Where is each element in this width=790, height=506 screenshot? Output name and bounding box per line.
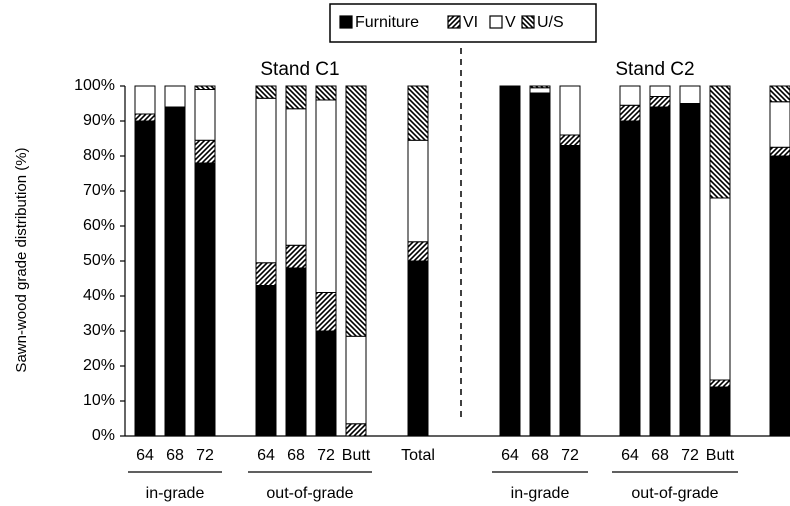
bar-segment bbox=[345, 85, 367, 337]
bar-segment bbox=[164, 106, 186, 437]
bar-segment bbox=[285, 108, 307, 246]
bar-segment bbox=[769, 101, 790, 148]
bar-segment bbox=[285, 267, 307, 437]
x-tick-label: 68 bbox=[531, 447, 549, 464]
y-tick-label: 20% bbox=[83, 357, 115, 374]
x-tick-label: 68 bbox=[287, 447, 305, 464]
y-axis-title: Sawn-wood grade distribution (%) bbox=[13, 147, 30, 372]
bar-segment bbox=[499, 85, 521, 437]
bar-segment bbox=[255, 262, 277, 286]
bar-segment bbox=[619, 120, 641, 437]
bar-segment bbox=[619, 104, 641, 122]
bar-segment bbox=[679, 85, 701, 104]
y-tick-label: 50% bbox=[83, 252, 115, 269]
bar-segment bbox=[709, 386, 731, 437]
bar-segment bbox=[649, 96, 671, 108]
legend-swatch bbox=[489, 15, 503, 29]
bar-segment bbox=[709, 379, 731, 388]
stand-label: Stand C2 bbox=[615, 59, 694, 80]
bar-segment bbox=[559, 85, 581, 136]
x-tick-label: 64 bbox=[136, 447, 154, 464]
bar-segment bbox=[529, 85, 551, 89]
x-tick-label: 72 bbox=[317, 447, 335, 464]
bar-segment bbox=[769, 146, 790, 157]
bar-segment bbox=[315, 292, 337, 332]
x-tick-label: 64 bbox=[621, 447, 639, 464]
bar-segment bbox=[285, 85, 307, 110]
y-tick-label: 90% bbox=[83, 112, 115, 129]
bar-segment bbox=[649, 85, 671, 97]
bar-segment bbox=[194, 89, 216, 141]
x-tick-label: Butt bbox=[342, 447, 371, 464]
y-tick-label: 40% bbox=[83, 287, 115, 304]
bar-segment bbox=[315, 330, 337, 437]
group-label: out-of-grade bbox=[631, 485, 718, 502]
y-tick-label: 10% bbox=[83, 392, 115, 409]
bar-segment bbox=[194, 162, 216, 437]
bar-segment bbox=[649, 106, 671, 437]
bar-segment bbox=[619, 85, 641, 106]
legend-swatch bbox=[447, 15, 461, 29]
bar-segment bbox=[769, 85, 790, 103]
bar-segment bbox=[679, 103, 701, 437]
bar-segment bbox=[164, 85, 186, 108]
group-label: in-grade bbox=[146, 485, 205, 502]
bar-segment bbox=[134, 120, 156, 437]
bar-segment bbox=[559, 145, 581, 437]
x-tick-label: 68 bbox=[166, 447, 184, 464]
bar-segment bbox=[407, 241, 429, 262]
legend-swatch bbox=[339, 15, 353, 29]
group-label: out-of-grade bbox=[266, 485, 353, 502]
bar-segment bbox=[529, 92, 551, 437]
bar-segment bbox=[407, 260, 429, 437]
y-tick-label: 80% bbox=[83, 147, 115, 164]
bar-segment bbox=[134, 85, 156, 115]
legend-label: U/S bbox=[537, 14, 564, 31]
legend-label: Furniture bbox=[355, 14, 419, 31]
x-tick-label: 68 bbox=[651, 447, 669, 464]
y-tick-label: 0% bbox=[92, 427, 115, 444]
bar-segment bbox=[255, 85, 277, 99]
bar-segment bbox=[285, 244, 307, 269]
bar-segment bbox=[769, 155, 790, 437]
y-tick-label: 60% bbox=[83, 217, 115, 234]
bar-segment bbox=[315, 99, 337, 293]
bar-segment bbox=[709, 85, 731, 199]
bar-segment bbox=[529, 87, 551, 94]
x-tick-label: 72 bbox=[681, 447, 699, 464]
x-tick-label: 72 bbox=[561, 447, 579, 464]
bar-segment bbox=[134, 113, 156, 122]
x-tick-label: 64 bbox=[501, 447, 519, 464]
stand-label: Stand C1 bbox=[260, 59, 339, 80]
bar-segment bbox=[194, 139, 216, 164]
bar-segment bbox=[407, 85, 429, 141]
bar-segment bbox=[255, 97, 277, 264]
bar-segment bbox=[255, 285, 277, 437]
bar-segment bbox=[345, 335, 367, 425]
y-tick-label: 70% bbox=[83, 182, 115, 199]
y-tick-label: 100% bbox=[74, 77, 115, 94]
x-tick-label: 64 bbox=[257, 447, 275, 464]
y-tick-label: 30% bbox=[83, 322, 115, 339]
group-label: in-grade bbox=[511, 485, 570, 502]
bar-segment bbox=[345, 423, 367, 437]
bar-segment bbox=[194, 85, 216, 90]
legend-box bbox=[329, 3, 597, 43]
legend-label: V bbox=[505, 14, 516, 31]
bar-segment bbox=[709, 197, 731, 381]
bar-segment bbox=[315, 85, 337, 101]
bar-segment bbox=[407, 139, 429, 243]
x-tick-label: Total bbox=[401, 447, 435, 464]
x-tick-label: Butt bbox=[706, 447, 735, 464]
legend-swatch bbox=[521, 15, 535, 29]
bar-segment bbox=[559, 134, 581, 146]
legend-label: VI bbox=[463, 14, 478, 31]
x-tick-label: 72 bbox=[196, 447, 214, 464]
